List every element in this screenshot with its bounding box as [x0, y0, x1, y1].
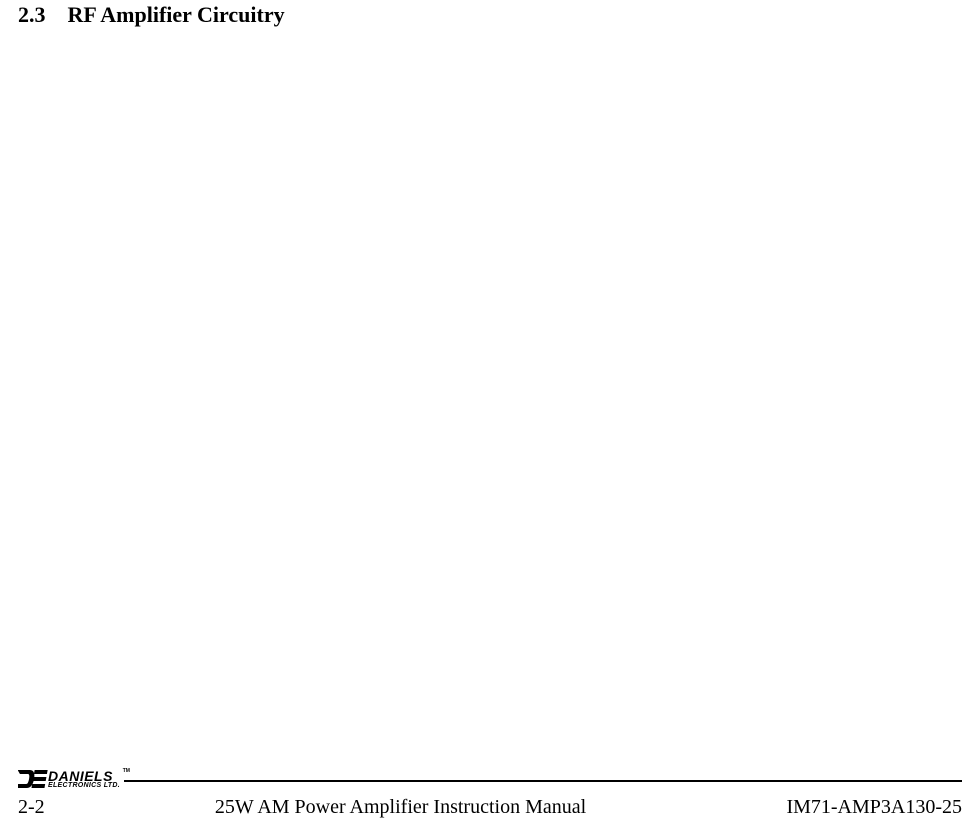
logo-subtitle: ELECTRONICS LTD.	[48, 782, 120, 789]
section-number: 2.3	[18, 2, 46, 28]
footer-line-wrapper: DANIELS TM ELECTRONICS LTD.	[18, 768, 962, 790]
logo-brand-text: DANIELS	[48, 769, 120, 783]
manual-title: 25W AM Power Amplifier Instruction Manua…	[45, 796, 757, 819]
footer-text-row: 2-2 25W AM Power Amplifier Instruction M…	[18, 796, 962, 819]
company-logo: DANIELS TM ELECTRONICS LTD.	[18, 768, 120, 790]
section-title: RF Amplifier Circuitry	[68, 2, 285, 28]
section-heading: 2.3 RF Amplifier Circuitry	[18, 2, 962, 28]
logo-text: DANIELS TM ELECTRONICS LTD.	[48, 769, 120, 789]
page-footer: DANIELS TM ELECTRONICS LTD. 2-2 25W AM P…	[0, 768, 980, 819]
footer-rule	[124, 780, 962, 782]
logo-tm: TM	[123, 769, 130, 774]
de-logo-icon	[18, 768, 48, 790]
page-number: 2-2	[18, 796, 45, 819]
document-id: IM71-AMP3A130-25	[786, 796, 962, 819]
